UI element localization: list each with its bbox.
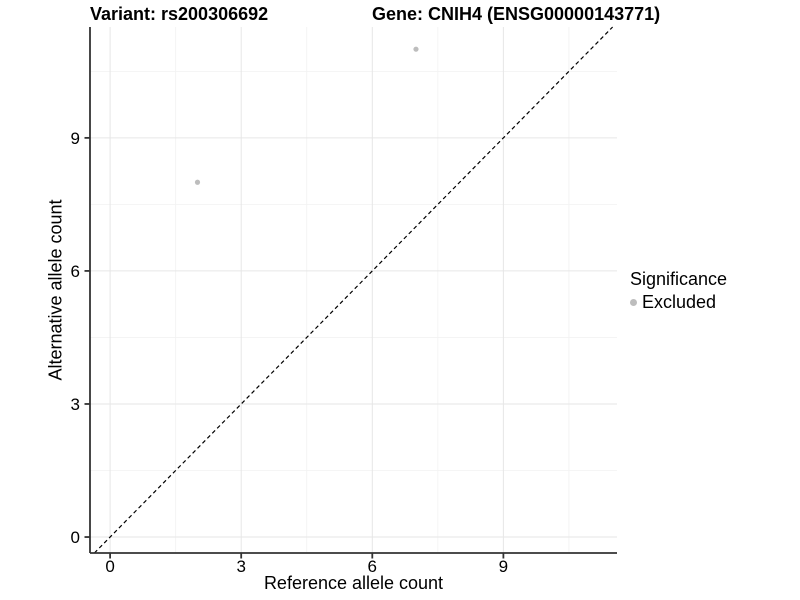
x-tick-label: 6 <box>368 557 377 576</box>
legend: Significance Excluded <box>630 269 727 313</box>
y-tick-label: 6 <box>71 262 80 281</box>
x-axis-title: Reference allele count <box>263 573 444 593</box>
x-tick-label: 3 <box>236 557 245 576</box>
plot-title-gene: Gene: CNIH4 (ENSG00000143771) <box>372 4 661 24</box>
legend-item-excluded: Excluded <box>630 292 727 313</box>
y-tick-label: 9 <box>71 129 80 148</box>
legend-item-label: Excluded <box>642 292 717 312</box>
y-tick-label: 0 <box>71 528 80 547</box>
x-tick-label: 0 <box>105 557 114 576</box>
x-tick-label: 9 <box>499 557 508 576</box>
data-point <box>413 46 419 52</box>
y-axis-title: Alternative allele count <box>45 199 66 381</box>
data-point <box>194 179 201 185</box>
identity-line <box>93 26 614 554</box>
legend-title: Significance <box>630 269 728 289</box>
plot-title-variant: Variant: rs200306692 <box>90 4 269 24</box>
legend-point-icon <box>630 299 637 306</box>
y-tick-label: 3 <box>71 395 80 414</box>
